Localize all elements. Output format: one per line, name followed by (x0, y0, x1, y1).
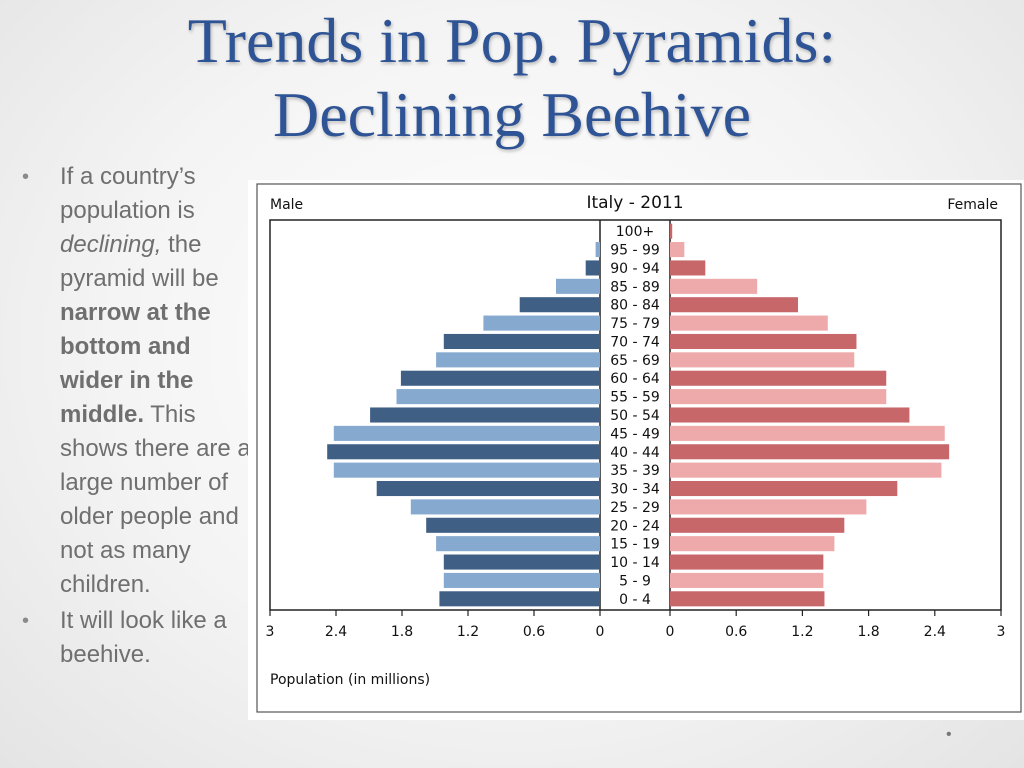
male-bar (327, 444, 600, 460)
male-x-tick-label: 1.2 (457, 624, 479, 640)
bullet-list: • If a country’s population is declining… (22, 160, 258, 674)
male-x-tick-label: 0.6 (523, 624, 545, 640)
male-bar (370, 407, 600, 423)
female-bar (670, 499, 867, 515)
title-line-2: Declining Beehive (272, 79, 752, 150)
bullet-2-text: It will look like a beehive. (60, 607, 227, 668)
female-bar (670, 425, 945, 441)
bullet-1-text-c: This shows there are a large number of o… (60, 401, 251, 598)
age-group-label: 5 - 9 (619, 573, 651, 589)
age-group-label: 55 - 59 (610, 390, 660, 406)
chart-title: Italy - 2011 (586, 193, 683, 213)
female-bar (670, 297, 798, 313)
bullet-dot-icon: • (22, 610, 30, 632)
bullet-dot-icon: • (22, 166, 30, 188)
age-group-label: 90 - 94 (610, 261, 660, 277)
male-bar (376, 480, 600, 497)
bullet-1-text-b: the pyramid will be (60, 231, 219, 292)
female-bar (670, 315, 828, 331)
age-group-label: 30 - 34 (610, 482, 660, 498)
female-x-tick-label: 3 (997, 624, 1006, 640)
female-x-tick-label: 0 (666, 624, 675, 640)
age-group-label: 75 - 79 (610, 316, 660, 332)
male-bar (436, 352, 600, 368)
age-group-label: 85 - 89 (610, 279, 660, 295)
male-bar (436, 536, 600, 552)
female-bar (670, 370, 887, 386)
title-line-1: Trends in Pop. Pyramids: (187, 5, 837, 76)
male-bar (400, 370, 600, 386)
age-group-label: 20 - 24 (610, 518, 660, 534)
age-group-label: 65 - 69 (610, 353, 660, 369)
chart-left-label: Male (270, 197, 303, 213)
female-bar (670, 591, 825, 607)
female-bar (670, 407, 910, 423)
female-bar (670, 517, 845, 533)
male-bar (333, 462, 600, 478)
age-group-label: 100+ (616, 224, 654, 240)
slide-title: Trends in Pop. Pyramids: Declining Beehi… (40, 4, 984, 152)
bullet-item-1: • If a country’s population is declining… (22, 160, 258, 602)
female-bar (670, 389, 887, 405)
age-group-label: 25 - 29 (610, 500, 660, 516)
female-bar (670, 572, 824, 588)
chart-right-label: Female (947, 197, 998, 213)
female-x-tick-label: 1.2 (791, 624, 813, 640)
male-bar (396, 389, 600, 405)
male-bar (333, 425, 600, 441)
age-group-label: 35 - 39 (610, 463, 660, 479)
age-group-label: 95 - 99 (610, 243, 660, 259)
bullet-1-text-a: If a country’s population is (60, 163, 196, 224)
age-group-label: 40 - 44 (610, 445, 660, 461)
female-bar (670, 554, 824, 570)
male-bar (443, 554, 600, 570)
age-group-label: 70 - 74 (610, 334, 660, 350)
male-x-tick-label: 3 (266, 624, 275, 640)
age-group-label: 80 - 84 (610, 298, 660, 314)
age-group-label: 50 - 54 (610, 408, 660, 424)
age-group-label: 0 - 4 (619, 592, 651, 608)
bullet-1-emphasis: declining, (60, 231, 162, 258)
female-bar (670, 536, 835, 552)
female-bar (670, 333, 857, 350)
female-bar (670, 462, 942, 478)
male-bar (426, 517, 600, 533)
female-bar (670, 260, 706, 276)
male-x-tick-label: 2.4 (325, 624, 347, 640)
bullet-item-2: • It will look like a beehive. (22, 604, 258, 672)
female-bar (670, 278, 758, 294)
female-x-tick-label: 0.6 (725, 624, 747, 640)
age-group-label: 60 - 64 (610, 371, 660, 387)
age-group-label: 10 - 14 (610, 555, 660, 571)
male-bar (585, 260, 600, 276)
female-bar (670, 480, 898, 497)
chart-outer-frame (256, 183, 1022, 713)
male-x-tick-label: 0 (596, 624, 605, 640)
female-bar (670, 242, 685, 258)
age-group-label: 45 - 49 (610, 426, 660, 442)
male-x-tick-label: 1.8 (391, 624, 413, 640)
female-x-tick-label: 1.8 (857, 624, 879, 640)
male-bar (519, 297, 600, 313)
male-bar (410, 499, 600, 515)
male-bar (556, 278, 600, 294)
male-bar (443, 333, 600, 350)
x-axis-label: Population (in millions) (270, 672, 430, 688)
slide-nav-dot[interactable]: • (946, 726, 952, 743)
female-bar (670, 352, 855, 368)
bullet-1-bold: narrow at the bottom and wider in the mi… (60, 299, 211, 428)
male-bar (439, 591, 600, 607)
population-pyramid-chart: Male Italy - 2011 Female 100+ 95 - 99 90 - 94… (248, 180, 1024, 720)
male-bar (443, 572, 600, 588)
plot-frame (269, 219, 1002, 611)
female-x-tick-label: 2.4 (924, 624, 946, 640)
female-bar (670, 223, 673, 239)
age-group-label: 15 - 19 (610, 537, 660, 553)
male-bar (483, 315, 600, 331)
male-bar (595, 242, 600, 258)
female-bar (670, 444, 950, 460)
